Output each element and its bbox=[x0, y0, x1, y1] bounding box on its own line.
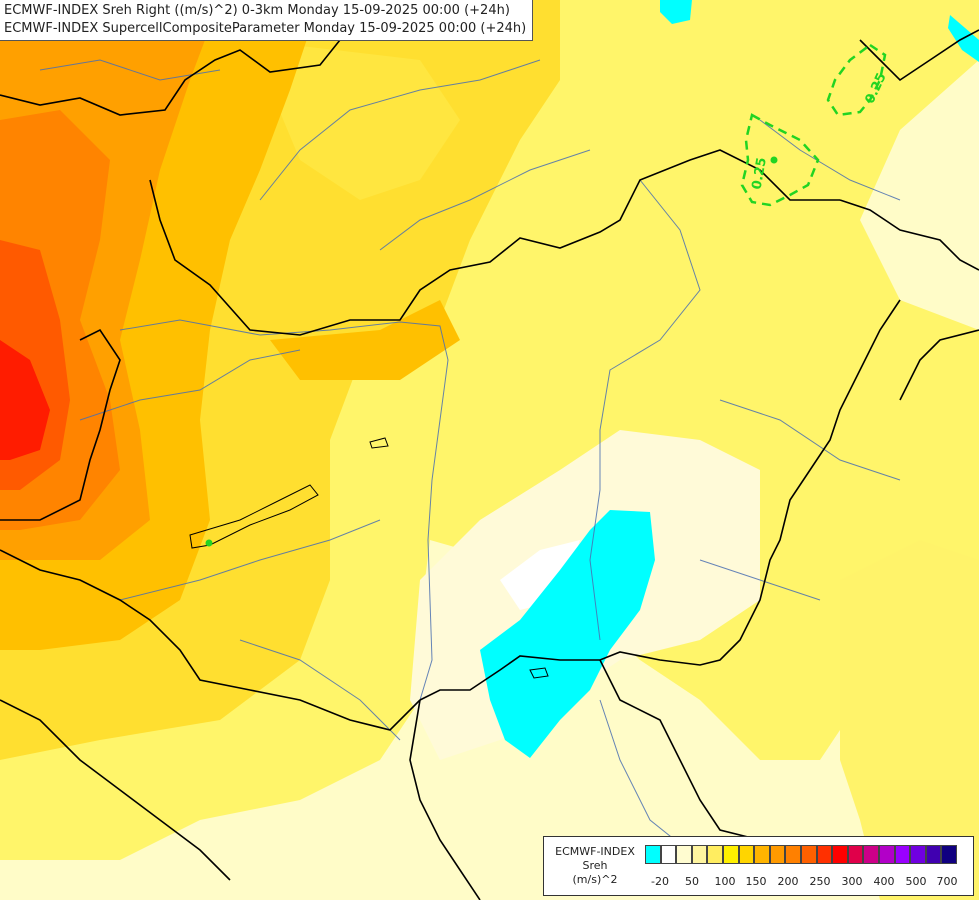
river-sw-1 bbox=[119, 519, 381, 601]
scp-dot-north bbox=[770, 156, 778, 164]
scp-contour-north bbox=[826, 43, 887, 117]
legend-swatch bbox=[707, 845, 723, 864]
legend-tick-label: 300 bbox=[841, 875, 863, 888]
field-yellow-east bbox=[840, 540, 979, 900]
legend-tick-label: 400 bbox=[873, 875, 895, 888]
border-small-lake bbox=[369, 437, 389, 449]
legend-swatch bbox=[925, 845, 942, 864]
border-slovakia-hungary bbox=[149, 149, 840, 336]
legend-swatch bbox=[769, 845, 786, 864]
legend-swatch bbox=[722, 845, 739, 864]
border-east-chain bbox=[899, 329, 979, 401]
border-austria-hungary bbox=[0, 328, 121, 521]
river-nw-1 bbox=[39, 59, 221, 81]
legend-tick-label: 100 bbox=[714, 875, 736, 888]
border-lake-balaton bbox=[189, 484, 319, 549]
title-line-1: ECMWF-INDEX Sreh Right ((m/s)^2) 0-3km M… bbox=[4, 3, 510, 18]
legend-swatch bbox=[676, 845, 692, 864]
legend-swatch bbox=[800, 845, 817, 864]
map-title-box: ECMWF-INDEX Sreh Right ((m/s)^2) 0-3km M… bbox=[0, 0, 534, 41]
scp-dot-west bbox=[205, 539, 213, 547]
legend-line-3: (m/s)^2 bbox=[572, 873, 618, 886]
river-west-1 bbox=[79, 349, 301, 421]
river-east-2 bbox=[699, 559, 821, 601]
legend-swatch bbox=[785, 845, 801, 864]
legend-tick-label: 700 bbox=[936, 875, 958, 888]
field-cyan-core bbox=[480, 510, 655, 758]
legend-swatch bbox=[754, 845, 770, 864]
river-danube bbox=[119, 319, 449, 701]
legend-swatch bbox=[832, 845, 848, 864]
legend-line-2: Sreh bbox=[582, 859, 608, 872]
legend-swatch bbox=[847, 845, 864, 864]
legend-swatch bbox=[660, 845, 677, 864]
legend-swatch bbox=[816, 845, 833, 864]
river-ne-1 bbox=[759, 119, 901, 201]
river-sw-2 bbox=[239, 639, 401, 741]
scp-contour-central bbox=[740, 113, 820, 207]
legend-tick-label: 250 bbox=[809, 875, 831, 888]
legend-line-1: ECMWF-INDEX bbox=[555, 845, 635, 858]
field-cyan-top bbox=[660, 0, 692, 24]
river-tisza bbox=[589, 179, 701, 641]
title-line-2: ECMWF-INDEX SupercellCompositeParameter … bbox=[4, 21, 527, 36]
river-north-2 bbox=[379, 149, 591, 251]
river-north-1 bbox=[259, 59, 541, 201]
contour-label-2: 0.25 bbox=[750, 156, 770, 190]
border-northeast bbox=[859, 29, 979, 82]
legend-tick-label: 200 bbox=[777, 875, 799, 888]
border-south bbox=[409, 699, 481, 900]
legend-ticks: -20 50 100 150 200 250 300 400 500 700 bbox=[645, 875, 975, 891]
legend-swatch bbox=[878, 845, 895, 864]
field-gold-north bbox=[250, 40, 460, 200]
legend-swatch bbox=[645, 845, 661, 864]
legend-swatch bbox=[910, 845, 926, 864]
legend-swatch bbox=[863, 845, 879, 864]
legend-swatch bbox=[738, 845, 755, 864]
legend-tick-label: 50 bbox=[685, 875, 699, 888]
border-hungary-romania bbox=[839, 199, 979, 271]
scp-contours bbox=[740, 43, 887, 207]
border-hungary-southwest bbox=[0, 549, 421, 731]
legend-swatch bbox=[894, 845, 911, 864]
border-southwest bbox=[0, 699, 231, 881]
legend-tick-label: 150 bbox=[745, 875, 767, 888]
field-red-core bbox=[0, 340, 50, 460]
legend-label: ECMWF-INDEX Sreh (m/s)^2 bbox=[548, 845, 642, 887]
color-legend: ECMWF-INDEX Sreh (m/s)^2 -20 50 100 150 200 2… bbox=[543, 836, 974, 896]
legend-swatch bbox=[691, 845, 708, 864]
border-hungary-east bbox=[419, 299, 901, 701]
legend-swatches bbox=[645, 845, 957, 864]
river-east-1 bbox=[719, 399, 901, 481]
field-orange-south-west bbox=[270, 300, 460, 380]
legend-swatch bbox=[941, 845, 957, 864]
border-north bbox=[0, 0, 341, 116]
border-river-island bbox=[529, 667, 549, 679]
rivers bbox=[39, 59, 901, 861]
legend-tick-label: -20 bbox=[651, 875, 669, 888]
legend-tick-label: 500 bbox=[905, 875, 927, 888]
